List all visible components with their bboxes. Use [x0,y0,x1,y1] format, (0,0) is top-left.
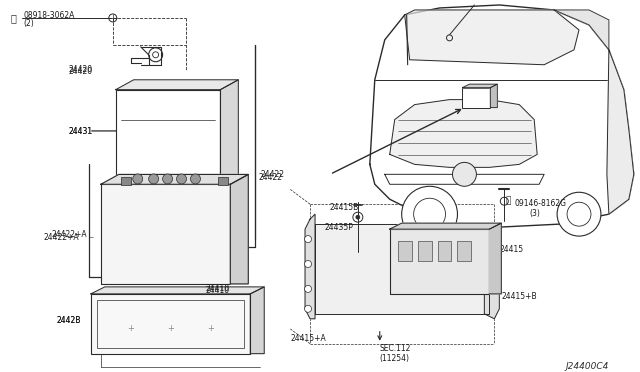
Polygon shape [490,223,501,294]
Text: J24400C4: J24400C4 [566,362,609,371]
Text: +: + [207,324,214,333]
Circle shape [305,285,312,292]
Circle shape [305,260,312,267]
Polygon shape [554,10,609,50]
Bar [438,241,451,261]
Text: (2): (2) [23,19,34,28]
Circle shape [305,235,312,243]
Bar [91,294,250,354]
Polygon shape [220,80,238,179]
Text: 24410: 24410 [205,286,230,295]
Polygon shape [230,174,248,284]
Circle shape [132,174,143,184]
Polygon shape [305,214,315,319]
Polygon shape [101,174,248,184]
Polygon shape [315,224,490,314]
Polygon shape [390,223,501,229]
Circle shape [452,162,476,186]
Text: 24422+A: 24422+A [43,232,79,241]
Text: 24420: 24420 [69,65,93,74]
Bar [218,177,228,185]
Text: 2442B: 2442B [56,316,81,325]
Polygon shape [91,287,264,294]
Bar [418,241,431,261]
Text: 24415: 24415 [499,244,524,254]
Circle shape [148,174,159,184]
Bar [101,184,230,284]
Bar [97,300,244,348]
Text: 24422: 24422 [260,170,284,179]
Text: +: + [167,324,174,333]
Text: (3): (3) [529,209,540,218]
Text: 08918-3062A: 08918-3062A [23,12,74,20]
Circle shape [177,174,186,184]
Polygon shape [116,80,238,90]
Bar [121,177,131,185]
Polygon shape [607,50,634,214]
Bar [458,241,472,261]
Bar [116,90,220,179]
Text: 24422+A: 24422+A [51,230,86,238]
Text: 24415B: 24415B [330,203,359,212]
Circle shape [163,174,173,184]
Text: 2442B: 2442B [56,316,81,325]
Circle shape [557,192,601,236]
Text: 24431: 24431 [69,127,93,136]
Bar [397,241,412,261]
Polygon shape [463,84,497,88]
Text: 24431: 24431 [69,127,93,136]
Bar [390,229,490,294]
Circle shape [356,215,360,219]
Polygon shape [490,84,497,108]
Text: 24422: 24422 [258,173,282,182]
Text: +: + [127,324,134,333]
Text: ⒳: ⒳ [506,197,511,206]
Circle shape [191,174,200,184]
Text: 24420: 24420 [69,67,93,76]
Text: (11254): (11254) [380,354,410,363]
Text: 24415+A: 24415+A [290,334,326,343]
Text: Ⓝ: Ⓝ [10,13,16,23]
Polygon shape [370,5,634,227]
Circle shape [305,305,312,312]
Text: 24415+B: 24415+B [501,292,537,301]
Polygon shape [484,264,499,319]
Text: SEC.112: SEC.112 [380,344,411,353]
Polygon shape [250,287,264,354]
Text: 24435P: 24435P [325,222,354,232]
Text: 24410: 24410 [205,284,230,294]
Circle shape [402,186,458,242]
Polygon shape [390,100,537,167]
Polygon shape [404,10,579,65]
Bar [463,88,490,108]
Text: 09146-8162G: 09146-8162G [515,199,566,208]
